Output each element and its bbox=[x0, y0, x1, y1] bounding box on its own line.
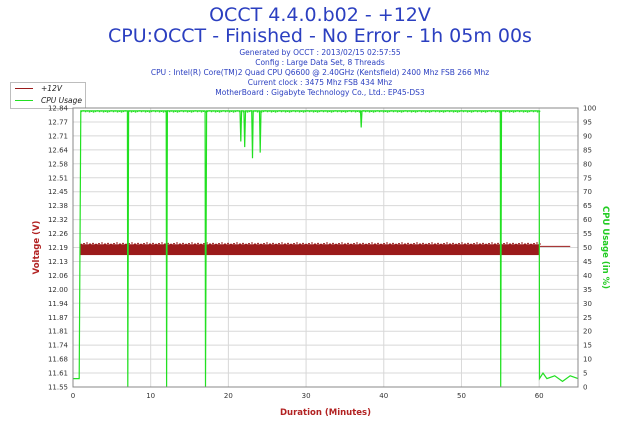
y-tick-label: 12.38 bbox=[48, 202, 68, 210]
x-tick-label: 50 bbox=[457, 392, 466, 400]
y2-tick-label: 80 bbox=[583, 160, 592, 168]
chart-title: OCCT 4.4.0.b02 - +12V bbox=[209, 4, 431, 26]
y-tick-label: 12.51 bbox=[48, 174, 68, 182]
y-tick-label: 11.74 bbox=[48, 342, 69, 350]
x-tick-label: 60 bbox=[535, 392, 544, 400]
y-tick-label: 12.77 bbox=[48, 118, 68, 126]
x-tick-label: 40 bbox=[379, 392, 388, 400]
legend-swatch-voltage bbox=[15, 88, 33, 89]
y2-tick-label: 0 bbox=[583, 384, 587, 392]
voltage-band-edge bbox=[80, 242, 541, 245]
y2-tick-label: 85 bbox=[583, 146, 592, 154]
y2-tick-label: 75 bbox=[583, 174, 592, 182]
y2-tick-label: 60 bbox=[583, 216, 592, 224]
y2-tick-label: 100 bbox=[583, 105, 596, 113]
y-tick-label: 11.81 bbox=[48, 328, 68, 336]
info-motherboard: MotherBoard : Gigabyte Technology Co., L… bbox=[215, 88, 425, 97]
y2-tick-label: 90 bbox=[583, 132, 592, 140]
y-axis-title: Voltage (V) bbox=[32, 220, 42, 274]
cpu-usage-jitter bbox=[80, 110, 541, 113]
legend-swatch-cpu bbox=[15, 100, 33, 101]
y-tick-label: 12.84 bbox=[48, 105, 69, 113]
y2-tick-label: 45 bbox=[583, 258, 592, 266]
y-tick-label: 11.68 bbox=[48, 356, 68, 364]
y2-tick-label: 15 bbox=[583, 342, 592, 350]
info-config: Config : Large Data Set, 8 Threads bbox=[255, 58, 385, 67]
y-tick-label: 12.26 bbox=[48, 230, 69, 238]
legend-label-cpu: CPU Usage bbox=[41, 96, 83, 105]
y2-tick-label: 10 bbox=[583, 356, 592, 364]
y-tick-label: 12.06 bbox=[48, 272, 69, 280]
y-tick-label: 11.94 bbox=[48, 300, 69, 308]
y-tick-label: 12.19 bbox=[48, 244, 68, 252]
info-cpu: CPU : Intel(R) Core(TM)2 Quad CPU Q6600 … bbox=[150, 68, 490, 77]
legend: +12V CPU Usage bbox=[10, 82, 86, 109]
y2-axis-title: CPU Usage (in %) bbox=[600, 206, 610, 289]
y-tick-label: 12.32 bbox=[48, 216, 68, 224]
info-clock: Current clock : 3475 Mhz FSB 434 Mhz bbox=[247, 78, 393, 87]
legend-item-voltage: +12V bbox=[11, 83, 85, 95]
info-generated: Generated by OCCT : 2013/02/15 02:57:55 bbox=[239, 48, 401, 57]
y-tick-label: 11.55 bbox=[48, 384, 68, 392]
y2-tick-label: 35 bbox=[583, 286, 592, 294]
y-tick-label: 12.58 bbox=[48, 160, 68, 168]
plot-border bbox=[72, 107, 579, 388]
cpu-usage-line bbox=[73, 110, 579, 388]
x-axis-title: Duration (Minutes) bbox=[280, 408, 371, 418]
y-tick-label: 12.71 bbox=[48, 132, 68, 140]
y-tick-label: 12.00 bbox=[48, 286, 68, 294]
chart-subtitle: CPU:OCCT - Finished - No Error - 1h 05m … bbox=[108, 25, 532, 47]
y2-tick-label: 55 bbox=[583, 230, 592, 238]
y2-tick-label: 70 bbox=[583, 188, 592, 196]
legend-label-voltage: +12V bbox=[41, 84, 62, 93]
y-tick-label: 12.13 bbox=[48, 258, 68, 266]
y2-tick-label: 30 bbox=[583, 300, 592, 308]
voltage-band bbox=[80, 244, 540, 256]
y2-tick-label: 5 bbox=[583, 370, 587, 378]
y2-tick-label: 20 bbox=[583, 328, 592, 336]
x-tick-label: 20 bbox=[224, 392, 233, 400]
y-tick-label: 11.61 bbox=[48, 370, 68, 378]
y2-tick-label: 25 bbox=[583, 314, 592, 322]
x-tick-label: 0 bbox=[71, 392, 75, 400]
y-tick-label: 12.64 bbox=[48, 146, 69, 154]
y2-tick-label: 95 bbox=[583, 118, 592, 126]
x-tick-label: 10 bbox=[146, 392, 155, 400]
y2-tick-label: 65 bbox=[583, 202, 592, 210]
y2-tick-label: 50 bbox=[583, 244, 592, 252]
y-tick-label: 11.87 bbox=[48, 314, 68, 322]
x-tick-label: 30 bbox=[302, 392, 311, 400]
legend-item-cpu: CPU Usage bbox=[11, 95, 85, 107]
y2-tick-label: 40 bbox=[583, 272, 592, 280]
y-tick-label: 12.45 bbox=[48, 188, 68, 196]
